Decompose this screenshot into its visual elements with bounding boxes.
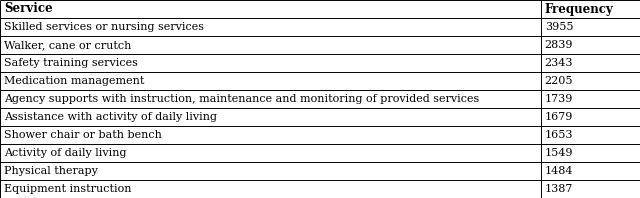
Text: Safety training services: Safety training services	[4, 58, 138, 68]
Text: 1387: 1387	[545, 184, 573, 194]
Text: Equipment instruction: Equipment instruction	[4, 184, 131, 194]
Text: 1549: 1549	[545, 148, 573, 158]
Text: Frequency: Frequency	[545, 3, 613, 15]
Text: 2343: 2343	[545, 58, 573, 68]
Text: 3955: 3955	[545, 22, 573, 32]
Text: Service: Service	[4, 3, 52, 15]
Text: 1484: 1484	[545, 166, 573, 176]
Text: Agency supports with instruction, maintenance and monitoring of provided service: Agency supports with instruction, mainte…	[4, 94, 479, 104]
Text: Physical therapy: Physical therapy	[4, 166, 98, 176]
Text: 1679: 1679	[545, 112, 573, 122]
Text: 1739: 1739	[545, 94, 573, 104]
Text: Shower chair or bath bench: Shower chair or bath bench	[4, 130, 162, 140]
Text: Walker, cane or crutch: Walker, cane or crutch	[4, 40, 131, 50]
Text: Assistance with activity of daily living: Assistance with activity of daily living	[4, 112, 217, 122]
Text: Activity of daily living: Activity of daily living	[4, 148, 126, 158]
Text: Medication management: Medication management	[4, 76, 144, 86]
Text: 2205: 2205	[545, 76, 573, 86]
Text: Skilled services or nursing services: Skilled services or nursing services	[4, 22, 204, 32]
Text: 1653: 1653	[545, 130, 573, 140]
Text: 2839: 2839	[545, 40, 573, 50]
